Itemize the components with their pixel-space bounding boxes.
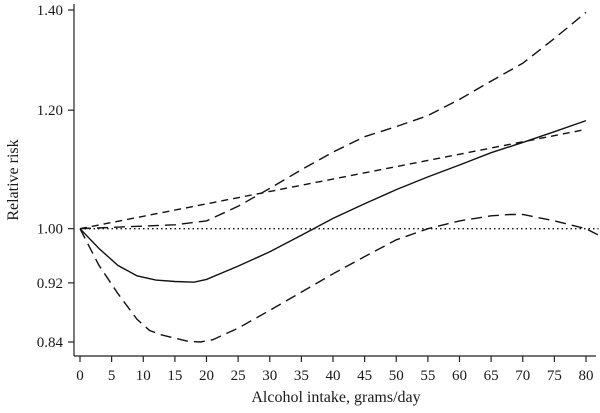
y-ticks: 0.84 0.92 1.00 1.20 1.40 (37, 3, 74, 351)
y-tick-label: 1.00 (37, 222, 63, 238)
x-tick-label: 75 (547, 368, 562, 384)
x-tick-label: 50 (389, 368, 404, 384)
x-ticks: 0 5 10 15 20 25 30 35 40 45 50 55 60 65 70 75 80 (76, 356, 594, 384)
x-tick-label: 55 (420, 368, 435, 384)
series-lines (79, 11, 599, 343)
series-line-long-dash (79, 11, 587, 230)
x-tick-label: 35 (294, 368, 309, 384)
y-tick-label: 1.40 (37, 3, 63, 19)
y-tick-label: 0.92 (37, 276, 63, 292)
series-line-solid (79, 119, 587, 283)
x-tick-label: 80 (579, 368, 594, 384)
x-tick-label: 70 (515, 368, 530, 384)
series-line-short-dash (79, 128, 587, 230)
x-tick-label: 15 (167, 368, 182, 384)
x-tick-label: 60 (452, 368, 467, 384)
x-tick-label: 0 (76, 368, 84, 384)
x-tick-label: 65 (484, 368, 499, 384)
y-tick-label: 1.20 (37, 103, 63, 119)
x-tick-label: 30 (262, 368, 277, 384)
x-tick-label: 40 (326, 368, 341, 384)
x-tick-label: 45 (357, 368, 372, 384)
axes (73, 4, 596, 357)
y-tick-label: 0.84 (37, 335, 64, 351)
series-line-long-dash (79, 213, 599, 343)
x-axis-label: Alcohol intake, grams/day (251, 389, 420, 406)
x-tick-label: 10 (136, 368, 151, 384)
x-tick-label: 25 (231, 368, 246, 384)
x-tick-label: 20 (199, 368, 214, 384)
x-tick-label: 5 (108, 368, 116, 384)
y-axis-label: Relative risk (5, 139, 22, 220)
